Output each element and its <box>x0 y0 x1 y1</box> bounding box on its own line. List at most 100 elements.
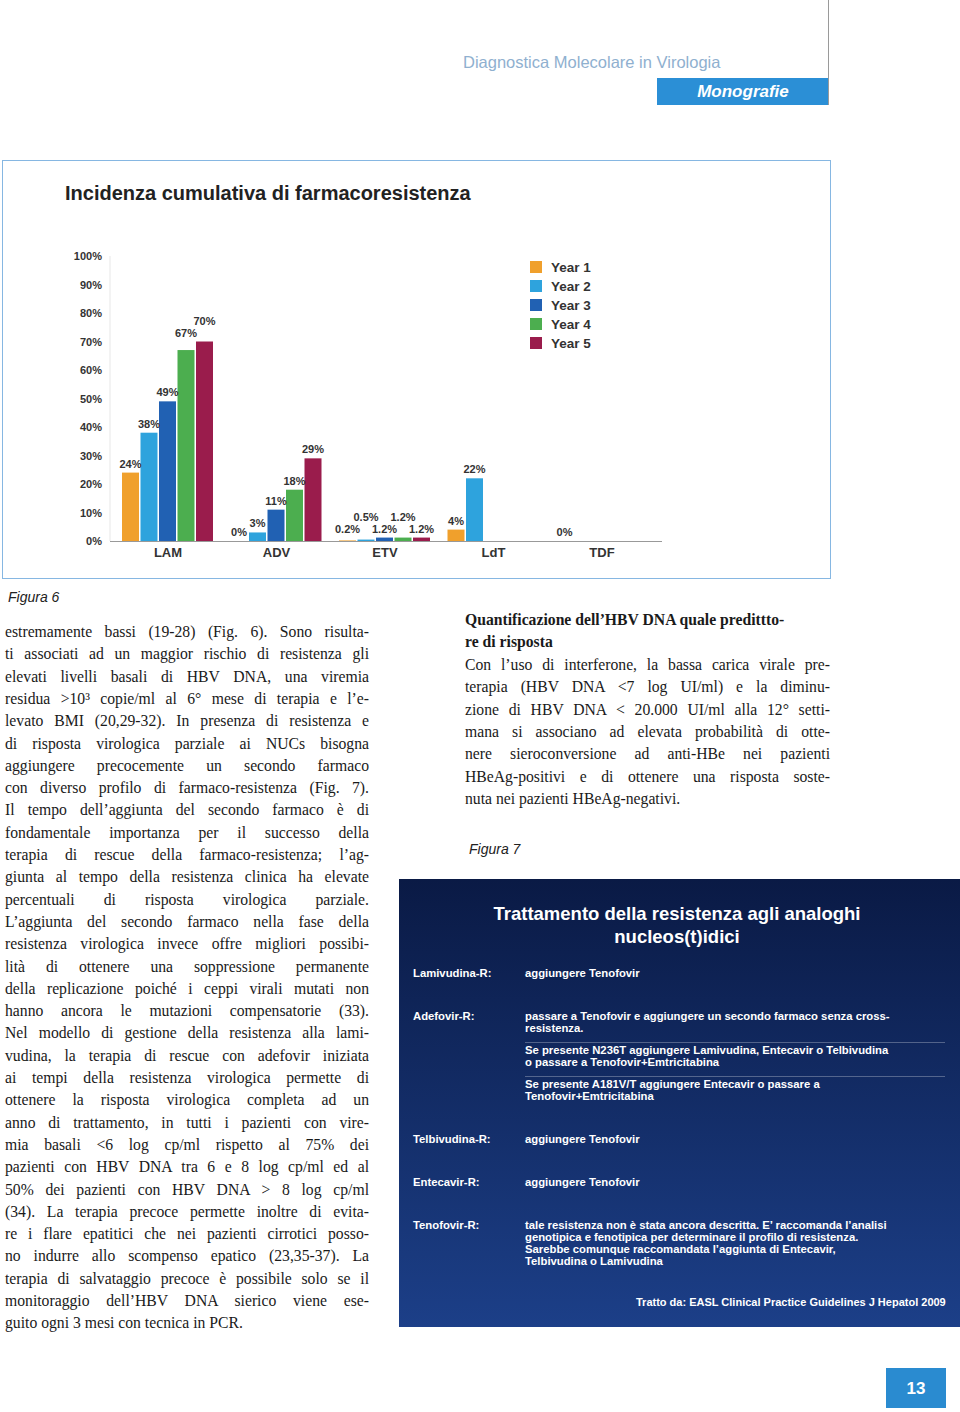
slide-separator <box>525 1076 945 1077</box>
page: Diagnostica Molecolare in Virologia Monog… <box>0 0 960 1412</box>
y-tick-label: 10% <box>80 507 102 519</box>
section-label: Monografie <box>697 82 789 101</box>
legend-swatch <box>530 299 542 311</box>
text-line: mana si associano ad elevata probabilità… <box>465 721 830 743</box>
data-label: 3% <box>250 517 266 529</box>
data-label: 24% <box>119 458 141 470</box>
y-tick-label: 90% <box>80 279 102 291</box>
y-axis <box>110 256 111 541</box>
x-tick-label: ETV <box>372 545 398 560</box>
bar <box>305 458 322 541</box>
data-label: 29% <box>302 443 324 455</box>
text-line: HBeAg-positivi e di ottenere una rispost… <box>465 766 830 788</box>
legend-label: Year 3 <box>551 298 591 313</box>
y-tick-label: 20% <box>80 478 102 490</box>
text-line: nuta nei pazienti HBeAg-negativi. <box>465 788 830 810</box>
data-label: 1.2% <box>372 523 397 535</box>
slide-row-text: tale resistenza non è stata ancora descr… <box>525 1219 887 1231</box>
text-line: Con l’uso di interferone, la bassa caric… <box>465 654 830 676</box>
y-tick-label: 0% <box>86 535 102 547</box>
data-labels: 24%38%49%67%70%0%3%11%18%29%0.2%0.5%1.2%… <box>119 315 572 539</box>
data-label: 22% <box>463 463 485 475</box>
slide-row-label: Adefovir-R: <box>413 1010 475 1022</box>
legend-swatch <box>530 261 542 273</box>
text-line: aggiungere precocemente un secondo farma… <box>5 755 369 777</box>
slide-title: nucleos(t)idici <box>614 926 739 947</box>
chart-title: Incidenza cumulativa di farmacoresistenz… <box>65 182 472 204</box>
text-line: giunta al tempo della resistenza clinica… <box>5 866 369 888</box>
bar <box>196 342 213 542</box>
slide-source: Tratto da: EASL Clinical Practice Guidel… <box>636 1296 946 1308</box>
section-box <box>657 78 828 105</box>
data-label: 70% <box>193 315 215 327</box>
data-label: 0% <box>231 526 247 538</box>
text-line: no indurre allo scompenso epatico (23,35… <box>5 1245 369 1267</box>
data-label: 1.2% <box>409 523 434 535</box>
slide-row-text: aggiungere Tenofovir <box>525 1176 640 1188</box>
y-tick-label: 30% <box>80 450 102 462</box>
slide-separator <box>525 1042 945 1043</box>
figure-caption: Figura 6 <box>8 589 59 605</box>
bar <box>159 401 176 541</box>
bar <box>395 538 412 541</box>
bar <box>413 538 430 541</box>
slide-row-text: Sarebbe comunque raccomandata l’aggiunta… <box>525 1243 836 1255</box>
data-label: 1.2% <box>390 511 415 523</box>
data-label: 4% <box>448 515 464 527</box>
text-line: con diverso profilo di farmaco-resistenz… <box>5 777 369 799</box>
legend-label: Year 5 <box>551 336 591 351</box>
text-line: vudina, la terapia di rescue con adefovi… <box>5 1045 369 1067</box>
slide-background <box>399 879 960 1327</box>
slide-row-text: genotipica e fenotipica per determinare … <box>525 1231 858 1243</box>
header-rule <box>828 0 829 105</box>
legend-swatch <box>530 280 542 292</box>
bar <box>249 532 266 541</box>
legend-swatch <box>530 337 542 349</box>
slide-row-text: o passare a Tenofovir+Emtricitabina <box>525 1056 720 1068</box>
bar <box>556 541 573 542</box>
text-line: Il tempo dell’aggiunta del secondo farma… <box>5 799 369 821</box>
text-line: resistenza virologica invece offre migli… <box>5 933 369 955</box>
text-line: ottenere la risposta virologica completa… <box>5 1089 369 1111</box>
y-tick-label: 50% <box>80 393 102 405</box>
header-title: Diagnostica Molecolare in Virologia <box>463 53 721 71</box>
slide-row-label: Lamivudina-R: <box>413 967 491 979</box>
text-line: terapia (HBV DNA <7 log UI/ml) e la dimi… <box>465 676 830 698</box>
text-line: Nel modello di gestione della resistenza… <box>5 1022 369 1044</box>
text-line: residua >10³ copie/ml al 6° mese di tera… <box>5 688 369 710</box>
text-line: elevati livelli basali di HBV DNA, una v… <box>5 666 369 688</box>
data-label: 67% <box>175 327 197 339</box>
text-line: zione di HBV DNA < 20.000 UI/ml alla 12°… <box>465 699 830 721</box>
slide-row-label: Telbivudina-R: <box>413 1133 491 1145</box>
x-tick-label: LdT <box>482 545 506 560</box>
text-line: terapia di rescue della farmaco-resisten… <box>5 844 369 866</box>
x-tick-label: ADV <box>263 545 291 560</box>
text-line: di risposta virologica parziale ai NUCs … <box>5 733 369 755</box>
y-tick-label: 70% <box>80 336 102 348</box>
legend-label: Year 2 <box>551 279 591 294</box>
page-number-box <box>886 1368 946 1408</box>
section-heading-line: Quantificazione dell’HBV DNA quale predi… <box>465 609 830 631</box>
data-label: 38% <box>138 418 160 430</box>
slide-row-text: Telbivudina o Lamivudina <box>525 1255 664 1267</box>
data-label: 18% <box>283 475 305 487</box>
x-tick-label: TDF <box>589 545 614 560</box>
text-line: monitoraggio dell’HBV DNA sierico viene … <box>5 1290 369 1312</box>
slide-row-text: aggiungere Tenofovir <box>525 1133 640 1145</box>
text-line: pazienti con HBV DNA tra 6 e 8 log cp/ml… <box>5 1156 369 1178</box>
text-line: ai tempi della resistenza virologica per… <box>5 1067 369 1089</box>
bar <box>231 541 248 542</box>
data-label: 49% <box>156 386 178 398</box>
bars <box>122 342 483 542</box>
text-line: terapia di salvataggio precoce è possibi… <box>5 1268 369 1290</box>
x-tick-label: LAM <box>154 545 182 560</box>
bar <box>376 538 393 541</box>
y-tick-label: 80% <box>80 307 102 319</box>
x-axis <box>110 541 662 542</box>
text-line: nere sieroconversione ad anti-HBe nei pa… <box>465 743 830 765</box>
text-line: L’aggiunta del secondo farmaco nella fas… <box>5 911 369 933</box>
bar <box>448 530 465 541</box>
text-line: levato BMI (20,29-32). In presenza di re… <box>5 710 369 732</box>
text-line: fondamentale importanza per il successo … <box>5 822 369 844</box>
bar <box>339 540 356 541</box>
